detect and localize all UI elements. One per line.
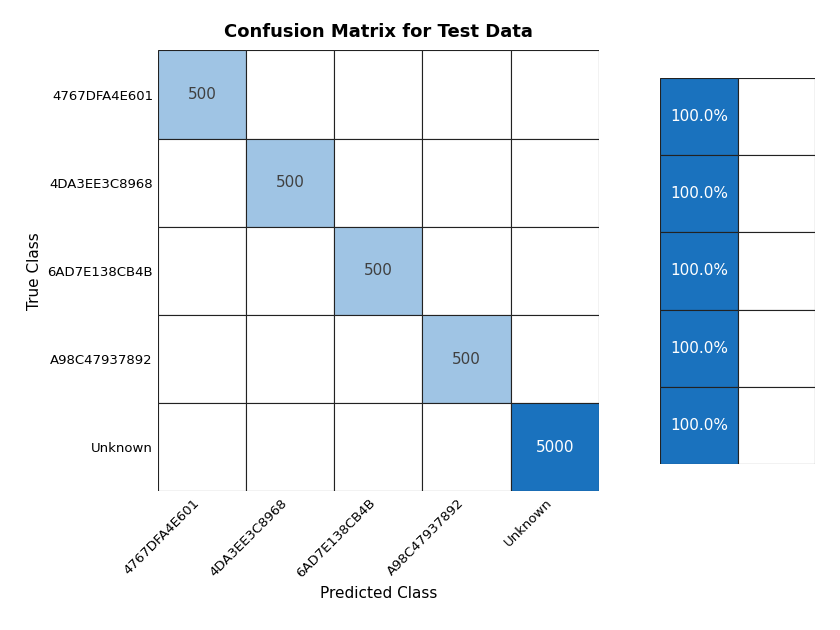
Bar: [246, 315, 334, 403]
Bar: [660, 309, 738, 387]
Bar: [423, 227, 511, 315]
Bar: [738, 78, 815, 155]
Bar: [246, 50, 334, 139]
Text: 500: 500: [364, 263, 393, 278]
Bar: [158, 227, 246, 315]
Bar: [334, 403, 423, 491]
Bar: [511, 315, 599, 403]
Bar: [511, 403, 599, 491]
Bar: [334, 50, 423, 139]
Bar: [738, 232, 815, 309]
Text: 500: 500: [187, 87, 217, 102]
Bar: [423, 139, 511, 227]
Bar: [423, 315, 511, 403]
Bar: [660, 232, 738, 309]
Bar: [423, 403, 511, 491]
Bar: [738, 155, 815, 232]
Bar: [738, 309, 815, 387]
Bar: [660, 387, 738, 464]
Bar: [246, 139, 334, 227]
Text: 100.0%: 100.0%: [670, 186, 728, 201]
Text: 100.0%: 100.0%: [670, 341, 728, 356]
Bar: [334, 227, 423, 315]
Bar: [158, 403, 246, 491]
X-axis label: Predicted Class: Predicted Class: [320, 586, 437, 600]
Bar: [158, 50, 246, 139]
Bar: [738, 387, 815, 464]
Bar: [246, 227, 334, 315]
Bar: [334, 315, 423, 403]
Bar: [660, 155, 738, 232]
Bar: [423, 50, 511, 139]
Bar: [511, 227, 599, 315]
Text: 500: 500: [452, 352, 481, 367]
Bar: [511, 139, 599, 227]
Bar: [158, 315, 246, 403]
Title: Confusion Matrix for Test Data: Confusion Matrix for Test Data: [224, 23, 533, 40]
Text: 5000: 5000: [536, 440, 574, 455]
Text: 100.0%: 100.0%: [670, 418, 728, 433]
Text: 100.0%: 100.0%: [670, 109, 728, 124]
Bar: [334, 139, 423, 227]
Y-axis label: True Class: True Class: [27, 232, 42, 310]
Bar: [158, 139, 246, 227]
Bar: [511, 50, 599, 139]
Bar: [660, 78, 738, 155]
Bar: [246, 403, 334, 491]
Text: 500: 500: [276, 175, 305, 190]
Text: 100.0%: 100.0%: [670, 263, 728, 278]
